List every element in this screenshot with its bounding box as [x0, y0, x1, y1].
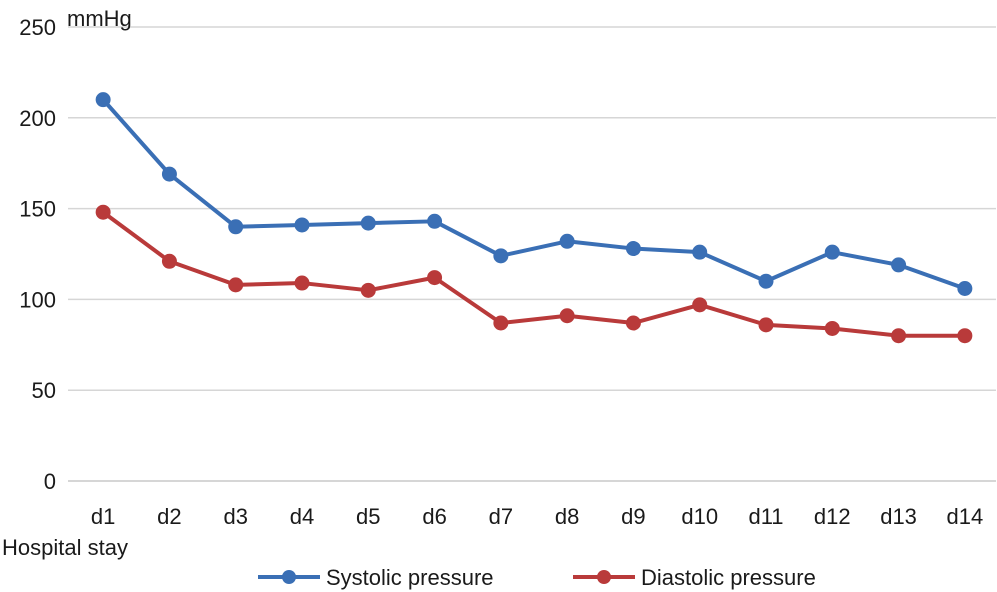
x-tick-label: d4 [290, 504, 314, 529]
legend-item: Diastolic pressure [573, 565, 816, 590]
y-tick-label: 200 [19, 106, 56, 131]
x-axis-label: Hospital stay [2, 535, 128, 560]
x-tick-label: d1 [91, 504, 115, 529]
x-tick-label: d8 [555, 504, 579, 529]
data-point [692, 297, 708, 313]
legend-marker [597, 570, 611, 584]
x-tick-label: d13 [880, 504, 917, 529]
legend-label: Systolic pressure [326, 565, 494, 590]
data-point [161, 253, 177, 269]
data-point [559, 308, 575, 324]
data-point [95, 92, 111, 108]
series-lines [95, 92, 973, 344]
data-point [891, 328, 907, 344]
x-tick-label: d5 [356, 504, 380, 529]
data-point [360, 215, 376, 231]
data-point [427, 213, 443, 229]
legend: Systolic pressure Diastolic pressure [258, 565, 816, 590]
legend-marker [282, 570, 296, 584]
x-tick-label: d9 [621, 504, 645, 529]
data-point [891, 257, 907, 273]
data-point [758, 317, 774, 333]
data-point [228, 277, 244, 293]
x-tick-label: d12 [814, 504, 851, 529]
y-tick-labels: 0 50 100 150 200 250 [19, 15, 56, 494]
x-tick-label: d6 [422, 504, 446, 529]
data-point [957, 281, 973, 297]
data-point [294, 275, 310, 291]
y-tick-label: 0 [44, 469, 56, 494]
data-point [427, 270, 443, 286]
y-tick-label: 100 [19, 287, 56, 312]
x-tick-labels: d1 d2 d3 d4 d5 d6 d7 d8 d9 d10 d11 d12 d13 d14 [91, 504, 983, 529]
data-point [625, 241, 641, 257]
series-systolic [95, 92, 973, 297]
x-tick-label: d11 [748, 504, 783, 529]
x-tick-label: d2 [157, 504, 181, 529]
series-diastolic [95, 204, 973, 344]
data-point [957, 328, 973, 344]
data-point [228, 219, 244, 235]
data-point [824, 320, 840, 336]
data-point [294, 217, 310, 233]
legend-label: Diastolic pressure [641, 565, 816, 590]
data-point [493, 248, 509, 264]
gridlines [68, 26, 996, 482]
data-point [758, 273, 774, 289]
y-axis-label: mmHg [67, 6, 132, 31]
series-line [101, 97, 967, 291]
data-point [559, 233, 575, 249]
x-tick-label: d14 [946, 504, 983, 529]
legend-item: Systolic pressure [258, 565, 494, 590]
y-tick-label: 250 [19, 15, 56, 40]
data-point [493, 315, 509, 331]
y-tick-label: 50 [32, 378, 56, 403]
x-tick-label: d3 [223, 504, 247, 529]
data-point [95, 204, 111, 220]
data-point [692, 244, 708, 260]
data-point [161, 166, 177, 182]
data-point [824, 244, 840, 260]
x-tick-label: d10 [681, 504, 718, 529]
x-tick-label: d7 [489, 504, 513, 529]
series-line [101, 210, 967, 338]
data-point [360, 282, 376, 298]
y-tick-label: 150 [19, 197, 56, 222]
data-point [625, 315, 641, 331]
